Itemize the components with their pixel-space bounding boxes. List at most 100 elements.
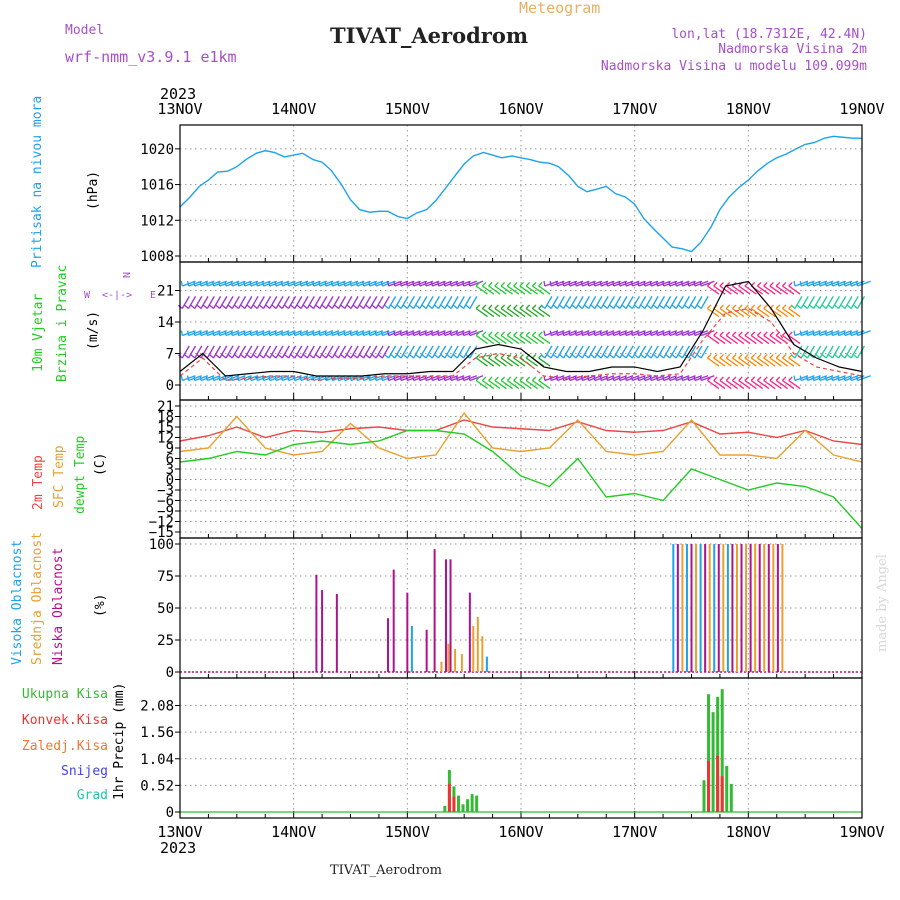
precip-bar xyxy=(702,780,706,812)
wind-barb xyxy=(744,285,757,295)
wind-barb xyxy=(494,334,507,345)
wind-barb xyxy=(463,375,477,382)
y-tick-label: −3 xyxy=(157,483,174,499)
wind-barb xyxy=(344,280,359,287)
wind-barb xyxy=(594,345,603,359)
footer-station: TIVAT_Aerodrom xyxy=(330,863,442,878)
wind-barb xyxy=(244,345,253,359)
wind-barb-flag xyxy=(699,280,702,287)
wind-barb xyxy=(550,345,559,359)
wind-barb xyxy=(375,330,390,337)
wind-barb-flag xyxy=(305,280,308,287)
wind-barb-flag xyxy=(750,331,756,336)
wind-barb-flag xyxy=(337,280,340,287)
wind-barb xyxy=(382,280,396,287)
wind-barb-flag xyxy=(809,304,815,309)
wind-barb xyxy=(344,345,353,359)
wind-barb-flag xyxy=(738,353,743,359)
wind-barb-flag xyxy=(846,304,852,309)
wind-barb xyxy=(369,330,384,337)
wind-barb xyxy=(838,280,853,287)
wind-barb xyxy=(231,345,240,359)
cloud-ylabel-high: Visoka Oblacnost xyxy=(10,540,25,665)
wind-barb-flag xyxy=(763,281,768,287)
wind-barb-flag xyxy=(184,304,189,309)
wind-barb-flag xyxy=(803,304,808,309)
wind-barb xyxy=(300,375,315,382)
wind-barb-flag xyxy=(494,376,499,381)
wind-barb xyxy=(494,285,507,295)
wind-barb xyxy=(694,280,709,287)
cloud-bar xyxy=(726,544,729,672)
wind-barb xyxy=(600,375,615,382)
wind-barb xyxy=(832,375,846,382)
wind-barb-flag xyxy=(374,280,377,287)
wind-barb-flag xyxy=(725,304,731,309)
top-date-label: 18NOV xyxy=(726,100,771,118)
wind-barb-flag xyxy=(646,354,652,359)
wind-barb xyxy=(444,375,459,382)
wind-barb-flag xyxy=(437,330,440,336)
wind-barb-flag xyxy=(428,304,433,309)
wind-barb-flag xyxy=(186,330,190,336)
wind-barb xyxy=(788,285,801,295)
y-tick-label: 7 xyxy=(166,347,174,363)
wind-barb xyxy=(269,345,278,359)
wind-barb xyxy=(688,296,697,309)
wind-barb xyxy=(838,345,847,359)
wind-barb-flag xyxy=(580,330,584,336)
wind-barb xyxy=(475,307,488,318)
wind-barb xyxy=(550,280,565,287)
wind-barb xyxy=(250,345,259,359)
wind-barb xyxy=(669,330,684,337)
wind-barb xyxy=(287,345,297,359)
wind-barb xyxy=(207,330,221,337)
clouds-panel: 0 25 50 75 100 xyxy=(149,537,863,681)
wind-barb xyxy=(219,330,234,337)
wind-barb xyxy=(769,357,782,367)
wind-barb xyxy=(638,330,653,337)
cloud-bar xyxy=(433,549,436,672)
wind-barb xyxy=(188,280,202,287)
wind-barb xyxy=(444,296,453,309)
cloud-bar xyxy=(440,661,443,672)
y-tick-label: 1.56 xyxy=(140,725,174,741)
wind-barb xyxy=(207,280,221,287)
wind-barb-flag xyxy=(362,330,365,336)
cloud-bar xyxy=(315,574,318,672)
wind-barb xyxy=(825,375,840,382)
wind-barb xyxy=(800,280,815,287)
wind-barb-flag xyxy=(781,376,787,381)
wind-barb-flag xyxy=(824,280,827,287)
wind-barb-flag xyxy=(393,375,396,381)
wind-barb xyxy=(325,280,340,287)
wind-barb xyxy=(206,296,215,309)
wind-barb xyxy=(382,375,396,382)
wind-barb xyxy=(763,379,776,390)
wind-barb-flag xyxy=(793,280,796,287)
wind-barb xyxy=(500,334,513,345)
wind-barb xyxy=(444,330,459,337)
wind-barb-flag xyxy=(769,376,774,381)
wind-barb xyxy=(806,296,816,309)
wind-barb xyxy=(713,285,726,295)
wind-barb-flag xyxy=(230,375,233,381)
wind-barb xyxy=(688,330,703,337)
wind-barb xyxy=(800,296,809,309)
precip-legend-item: Grad xyxy=(77,788,108,803)
wind-barb xyxy=(357,280,371,287)
wind-barb xyxy=(388,280,402,287)
wind-barb-flag xyxy=(328,354,333,359)
wind-barb-flag xyxy=(668,280,671,287)
wind-barb xyxy=(513,357,526,367)
wind-barb-flag xyxy=(455,330,458,336)
wind-barb-flag xyxy=(215,354,221,359)
wind-barb xyxy=(556,296,565,309)
wind-barb xyxy=(725,334,739,345)
wind-barb xyxy=(606,296,615,309)
wind-barb-flag xyxy=(818,330,821,336)
wind-barb xyxy=(350,330,365,337)
wind-barb-flag xyxy=(459,304,465,309)
wind-barb-flag xyxy=(365,354,371,359)
